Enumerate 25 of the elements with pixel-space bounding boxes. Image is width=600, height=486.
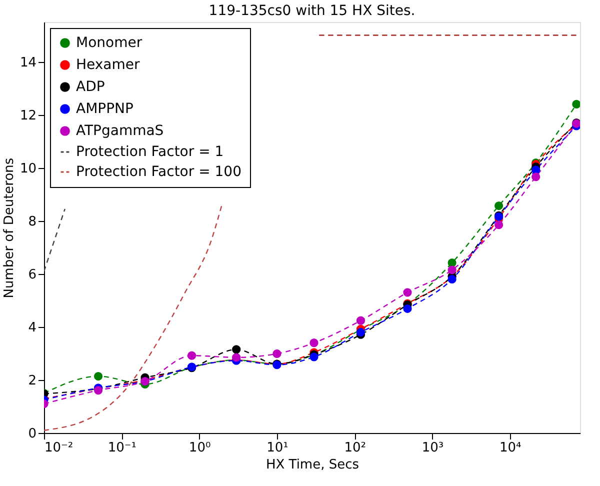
y-tick-label: 4 (28, 320, 36, 336)
x-tick-label: 10⁰ (188, 440, 211, 456)
y-tick-label: 10 (20, 161, 36, 176)
y-tick-label: 14 (20, 55, 36, 70)
legend-label: Protection Factor = 1 (76, 144, 224, 160)
x-tick-label: 10⁴ (499, 440, 522, 456)
chart-title: 119-135cs0 with 15 HX Sites. (208, 3, 416, 19)
x-tick-label: 10² (344, 440, 366, 456)
y-tick-label: 0 (28, 426, 36, 442)
legend-label: Hexamer (76, 57, 140, 73)
x-axis-title: HX Time, Secs (266, 458, 360, 472)
x-tick-label: 10¹ (266, 440, 288, 456)
y-tick-label: 12 (20, 108, 36, 124)
legend-label: ADP (76, 79, 105, 95)
y-tick-label: 2 (28, 373, 36, 388)
y-tick-label: 8 (28, 214, 36, 230)
y-tick-label: 6 (28, 267, 36, 282)
legend-label: Monomer (76, 35, 142, 51)
legend-label: ATPgammaS (76, 123, 164, 139)
legend-label: Protection Factor = 100 (76, 164, 242, 180)
y-axis-title: Number of Deuterons (2, 158, 17, 298)
x-tick-label: 10⁻² (44, 440, 74, 456)
legend-label: AMPPNP (76, 101, 134, 117)
x-tick-label: 10⁻¹ (108, 440, 136, 456)
x-tick-label: 10³ (422, 440, 444, 456)
